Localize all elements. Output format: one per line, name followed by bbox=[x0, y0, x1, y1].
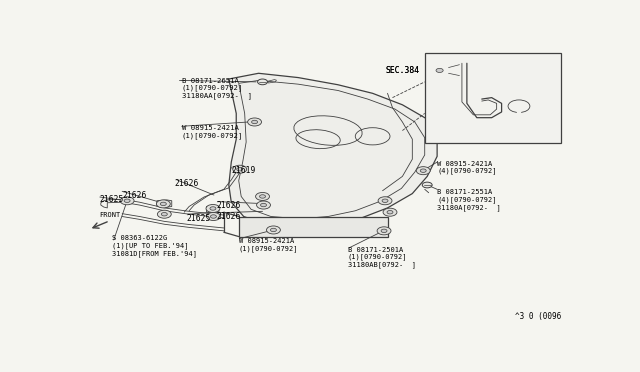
Text: 21626: 21626 bbox=[174, 179, 198, 188]
Circle shape bbox=[156, 200, 170, 208]
Circle shape bbox=[257, 201, 271, 209]
Circle shape bbox=[260, 195, 266, 198]
Circle shape bbox=[210, 207, 216, 210]
Circle shape bbox=[266, 226, 280, 234]
Circle shape bbox=[387, 211, 393, 214]
Text: B 08171-2551A
(4)[0790-0792]
31180A[0792-  ]: B 08171-2551A (4)[0790-0792] 31180A[0792… bbox=[437, 189, 501, 211]
Text: ^3 0 (0096: ^3 0 (0096 bbox=[515, 312, 561, 321]
Circle shape bbox=[420, 169, 426, 172]
Circle shape bbox=[377, 227, 391, 235]
Circle shape bbox=[383, 208, 397, 216]
Text: W 08915-2421A
(1)[0790-0792]: W 08915-2421A (1)[0790-0792] bbox=[182, 125, 243, 139]
Polygon shape bbox=[207, 206, 219, 213]
Circle shape bbox=[211, 215, 216, 218]
Text: 21625: 21625 bbox=[100, 195, 124, 204]
Circle shape bbox=[233, 165, 246, 173]
Circle shape bbox=[431, 65, 448, 75]
Polygon shape bbox=[239, 217, 388, 237]
Text: B 08171-2651A
(1)[0790-0792]
31180AA[0792-  ]: B 08171-2651A (1)[0790-0792] 31180AA[079… bbox=[182, 78, 252, 99]
Circle shape bbox=[381, 229, 387, 232]
Circle shape bbox=[206, 205, 220, 212]
Circle shape bbox=[382, 199, 388, 202]
Circle shape bbox=[237, 167, 243, 171]
Text: S 08363-6122G
(1)[UP TO FEB.'94]
31081D[FROM FEB.'94]: S 08363-6122G (1)[UP TO FEB.'94] 31081D[… bbox=[112, 235, 197, 257]
Bar bbox=[425, 53, 561, 144]
Text: SEC.384: SEC.384 bbox=[385, 66, 419, 75]
Circle shape bbox=[207, 212, 220, 221]
Text: W 08915-2421A
(1)[0790-0792]: W 08915-2421A (1)[0790-0792] bbox=[239, 238, 298, 252]
Circle shape bbox=[271, 228, 276, 232]
Polygon shape bbox=[229, 73, 437, 228]
Text: FRONT: FRONT bbox=[99, 212, 120, 218]
Text: 21626: 21626 bbox=[122, 191, 147, 200]
Text: 21626: 21626 bbox=[216, 201, 241, 210]
Bar bbox=[518, 110, 520, 114]
Circle shape bbox=[260, 203, 266, 207]
Text: B 08171-2501A
(1)[0790-0792]
31180AB[0792-  ]: B 08171-2501A (1)[0790-0792] 31180AB[079… bbox=[348, 247, 416, 268]
Text: W 08915-2421A
(4)[0790-0792]: W 08915-2421A (4)[0790-0792] bbox=[437, 161, 497, 174]
Circle shape bbox=[416, 167, 430, 175]
Text: 21626: 21626 bbox=[216, 212, 241, 221]
Circle shape bbox=[161, 202, 166, 206]
Circle shape bbox=[252, 120, 257, 124]
Circle shape bbox=[124, 199, 130, 202]
Text: 21625: 21625 bbox=[187, 214, 211, 222]
Text: 21619: 21619 bbox=[231, 166, 255, 175]
Circle shape bbox=[248, 118, 262, 126]
Circle shape bbox=[161, 212, 167, 216]
Circle shape bbox=[378, 197, 392, 205]
Circle shape bbox=[255, 192, 269, 201]
Circle shape bbox=[157, 210, 172, 218]
Circle shape bbox=[257, 79, 268, 85]
Text: SEC.384: SEC.384 bbox=[385, 66, 419, 75]
Circle shape bbox=[120, 197, 134, 205]
Circle shape bbox=[422, 182, 432, 188]
Polygon shape bbox=[157, 200, 172, 207]
Circle shape bbox=[436, 68, 443, 73]
